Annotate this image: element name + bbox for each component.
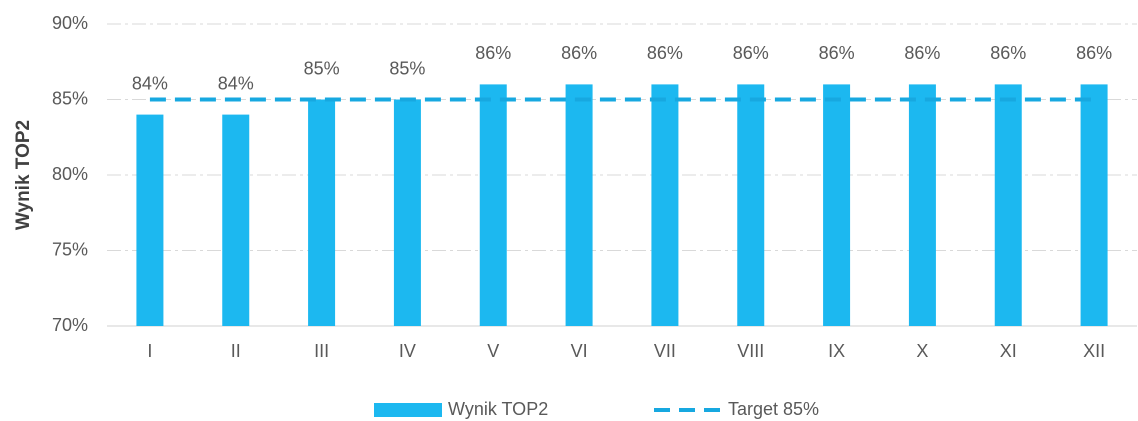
x-tick-label: III [314,341,329,361]
data-label: 84% [218,73,254,93]
x-tick-label: XII [1083,341,1105,361]
x-tick-label: I [147,341,152,361]
data-label: 86% [647,43,683,63]
bar [565,84,593,327]
y-tick-label: 85% [52,88,88,108]
data-label: 84% [132,73,168,93]
x-tick-label: VIII [737,341,764,361]
x-tick-label: VII [654,341,676,361]
y-tick-label: 70% [52,315,88,335]
bar [737,84,765,327]
bar [308,99,336,326]
bar [393,99,421,326]
bar [908,84,936,327]
data-label: 86% [904,43,940,63]
x-tick-label: IV [399,341,416,361]
bar [994,84,1022,327]
legend-label: Wynik TOP2 [448,399,548,419]
bar [823,84,851,327]
legend-swatch [374,403,442,417]
y-tick-label: 90% [52,13,88,33]
data-label: 86% [990,43,1026,63]
bar [1080,84,1108,327]
y-tick-label: 80% [52,164,88,184]
x-tick-label: IX [828,341,845,361]
data-label: 85% [304,58,340,78]
x-tick-label: II [231,341,241,361]
bar [651,84,679,327]
y-tick-label: 75% [52,239,88,259]
data-label: 86% [819,43,855,63]
x-tick-label: X [916,341,928,361]
legend-label: Target 85% [728,399,819,419]
bar [479,84,507,327]
data-label: 86% [475,43,511,63]
data-label: 85% [389,58,425,78]
bar [222,114,250,326]
y-axis-title: Wynik TOP2 [13,120,34,230]
x-tick-label: VI [571,341,588,361]
x-tick-label: V [487,341,499,361]
data-label: 86% [1076,43,1112,63]
data-label: 86% [561,43,597,63]
x-tick-label: XI [1000,341,1017,361]
data-label: 86% [733,43,769,63]
bar [136,114,164,326]
